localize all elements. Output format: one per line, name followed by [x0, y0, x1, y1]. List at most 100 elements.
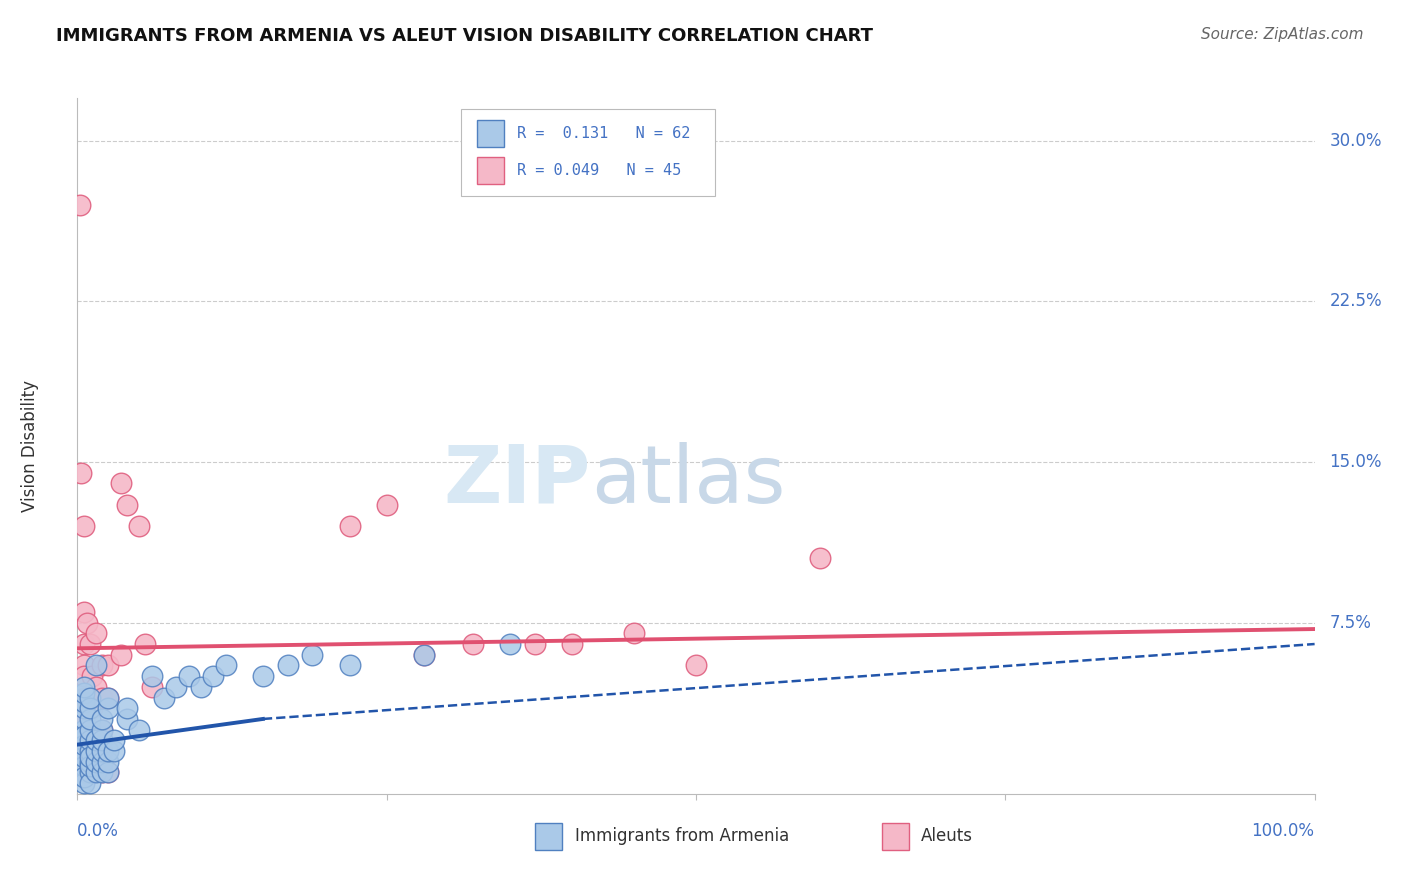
Text: Immigrants from Armenia: Immigrants from Armenia: [575, 827, 789, 846]
Text: 7.5%: 7.5%: [1330, 614, 1371, 632]
Bar: [477, 120, 505, 147]
Point: [72, 759, 94, 773]
Point: [72, 712, 94, 726]
Point: [79, 776, 101, 790]
Point: [97, 658, 120, 673]
Point: [69, 198, 91, 212]
Point: [72, 755, 94, 769]
Point: [82, 701, 104, 715]
Point: [97, 765, 120, 780]
Point: [84, 658, 107, 673]
Text: R = 0.049   N = 45: R = 0.049 N = 45: [516, 163, 681, 178]
Point: [82, 669, 104, 683]
Bar: [477, 157, 505, 184]
Point: [84, 755, 107, 769]
Point: [97, 744, 120, 758]
Point: [79, 701, 101, 715]
Point: [499, 637, 522, 651]
Point: [134, 637, 156, 651]
Point: [97, 755, 120, 769]
Point: [72, 765, 94, 780]
Point: [72, 701, 94, 715]
Point: [72, 690, 94, 705]
Point: [79, 637, 101, 651]
Point: [72, 765, 94, 780]
Text: atlas: atlas: [591, 442, 785, 520]
Point: [97, 690, 120, 705]
Point: [252, 669, 274, 683]
Bar: [882, 823, 908, 849]
Point: [339, 519, 361, 533]
Point: [91, 744, 114, 758]
Point: [115, 701, 138, 715]
Point: [76, 690, 98, 705]
Point: [84, 733, 107, 747]
Point: [215, 658, 238, 673]
Point: [72, 729, 94, 743]
Point: [91, 765, 114, 780]
Point: [72, 605, 94, 619]
Point: [79, 750, 101, 764]
Point: [808, 551, 831, 566]
Point: [72, 701, 94, 715]
Point: [79, 723, 101, 737]
Text: 100.0%: 100.0%: [1251, 822, 1315, 839]
Point: [153, 690, 176, 705]
Point: [91, 658, 114, 673]
Text: Source: ZipAtlas.com: Source: ZipAtlas.com: [1201, 27, 1364, 42]
Point: [72, 712, 94, 726]
Point: [91, 690, 114, 705]
Point: [128, 723, 150, 737]
Point: [84, 765, 107, 780]
Point: [72, 770, 94, 784]
Point: [412, 648, 434, 662]
Point: [84, 626, 107, 640]
Point: [72, 723, 94, 737]
Point: [141, 680, 163, 694]
Text: 22.5%: 22.5%: [1330, 293, 1382, 310]
Point: [72, 744, 94, 758]
Point: [97, 765, 120, 780]
Point: [202, 669, 225, 683]
Point: [91, 755, 114, 769]
Point: [72, 750, 94, 764]
Point: [72, 744, 94, 758]
Point: [375, 498, 398, 512]
Point: [190, 680, 212, 694]
Point: [561, 637, 583, 651]
Point: [79, 759, 101, 773]
Point: [463, 637, 485, 651]
FancyBboxPatch shape: [461, 109, 714, 195]
Point: [72, 695, 94, 709]
Text: 30.0%: 30.0%: [1330, 132, 1382, 150]
Point: [76, 765, 98, 780]
Point: [110, 476, 132, 491]
Point: [91, 733, 114, 747]
Point: [91, 765, 114, 780]
Point: [72, 776, 94, 790]
Point: [72, 669, 94, 683]
Text: Vision Disability: Vision Disability: [21, 380, 39, 512]
Point: [72, 723, 94, 737]
Text: R =  0.131   N = 62: R = 0.131 N = 62: [516, 126, 690, 141]
Point: [524, 637, 547, 651]
Point: [91, 723, 114, 737]
Text: 0.0%: 0.0%: [77, 822, 120, 839]
Point: [110, 648, 132, 662]
Point: [301, 648, 323, 662]
Point: [72, 738, 94, 752]
Point: [115, 498, 138, 512]
Point: [76, 615, 98, 630]
Point: [141, 669, 163, 683]
Point: [72, 519, 94, 533]
Point: [79, 690, 101, 705]
Point: [685, 658, 707, 673]
Point: [84, 744, 107, 758]
Point: [165, 680, 187, 694]
Point: [82, 690, 104, 705]
Point: [72, 733, 94, 747]
Point: [72, 637, 94, 651]
Point: [72, 686, 94, 700]
Point: [97, 690, 120, 705]
Point: [412, 648, 434, 662]
